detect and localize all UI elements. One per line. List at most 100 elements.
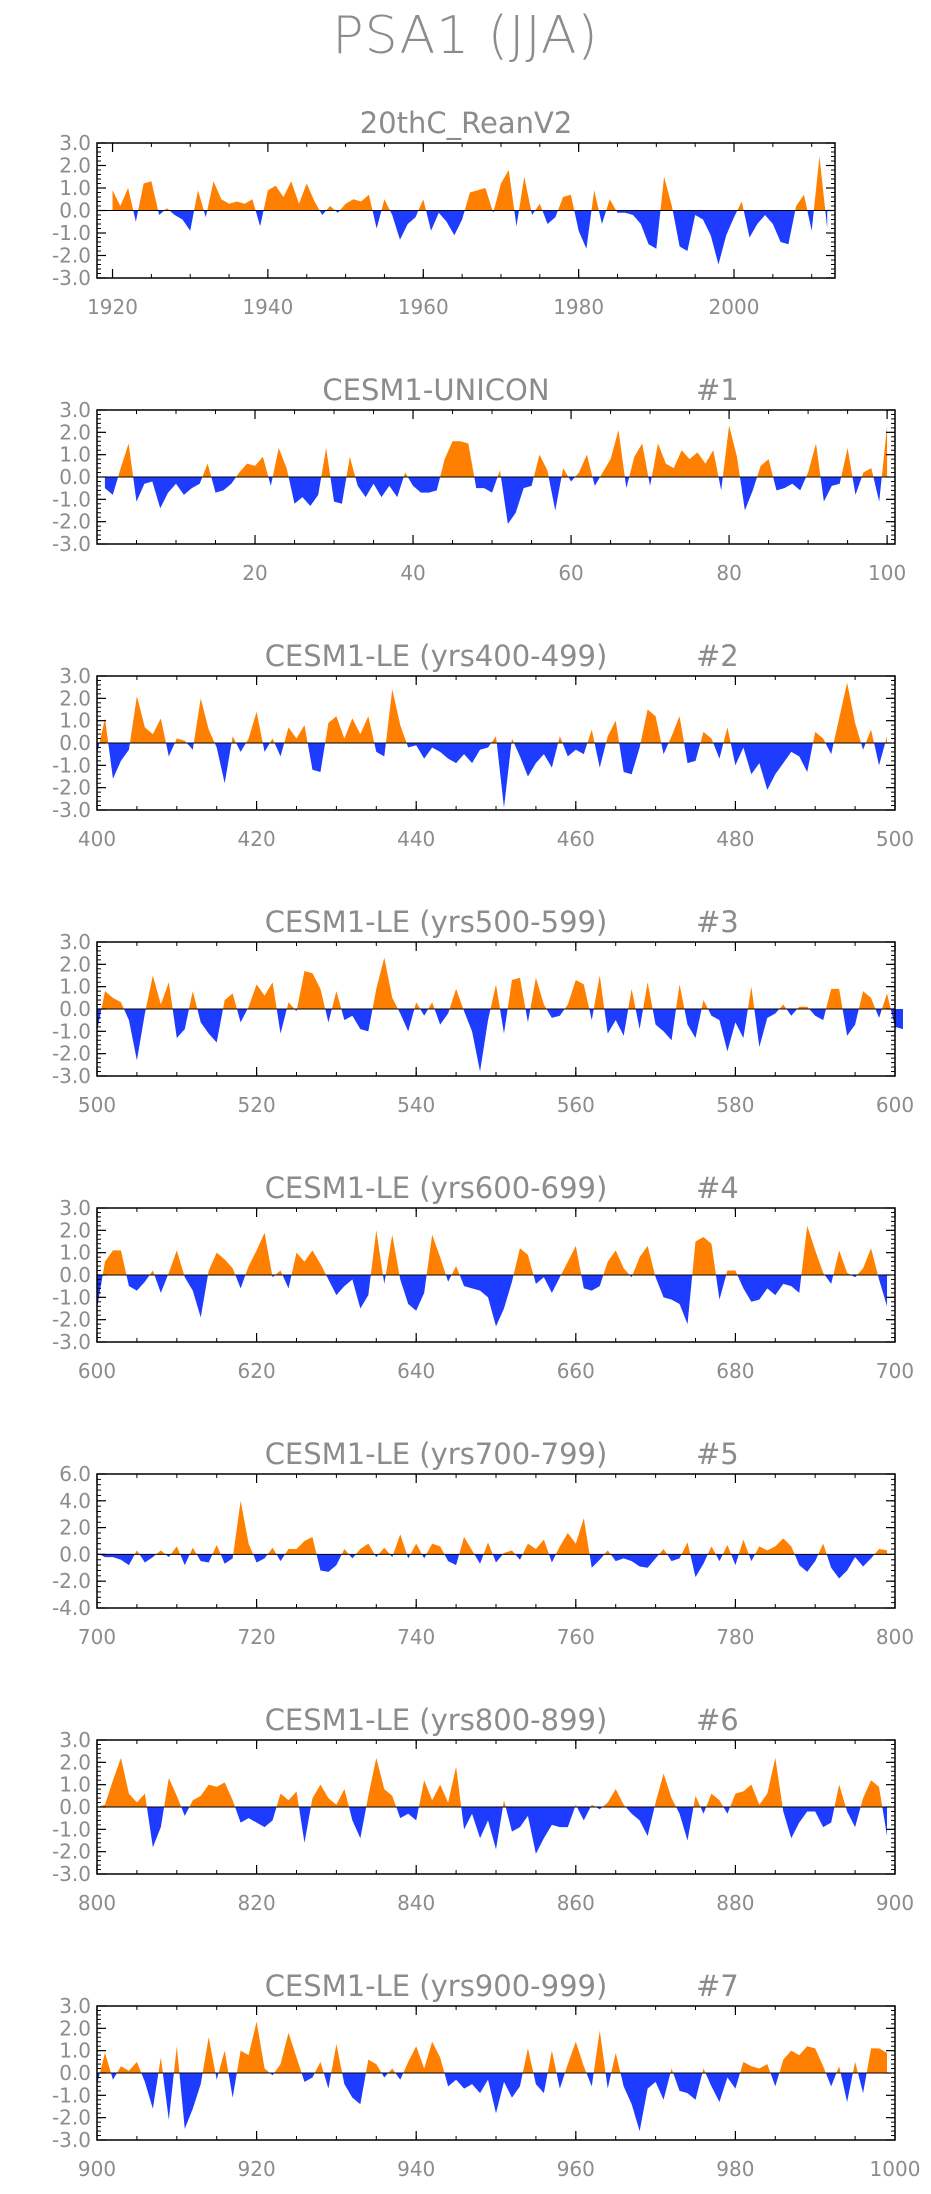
x-tick-label: 860 [557,1891,595,1915]
panel-title: CESM1-LE (yrs700-799) [265,1437,608,1471]
positive-anomaly-area [593,975,605,1009]
negative-anomaly-area [325,1009,332,1023]
negative-anomaly-area [500,477,534,524]
negative-anomaly-area [274,743,285,757]
positive-anomaly-area [668,716,685,743]
negative-anomaly-area [635,1009,644,1030]
negative-anomaly-area [406,1554,411,1559]
positive-anomaly-area [632,1245,656,1275]
y-tick-label: 1.0 [59,2039,91,2063]
panel-5: CESM1-LE (yrs600-699) #43.02.01.00.0-1.0-… [52,1171,914,1383]
positive-anomaly-area [325,716,375,743]
negative-anomaly-area [533,1275,561,1293]
negative-anomaly-area [396,1807,419,1821]
panel-run-tag: #1 [696,373,739,407]
positive-anomaly-area [730,1757,783,1807]
positive-anomaly-area [604,1550,611,1555]
negative-anomaly-area [395,2073,404,2080]
negative-anomaly-area [825,210,828,229]
x-tick-label: 80 [716,561,741,585]
figure-title: PSA1 (JJA) [332,6,599,66]
y-tick-label: 4.0 [59,1489,91,1513]
negative-anomaly-area [276,1554,285,1562]
negative-anomaly-area [146,1807,165,1848]
y-tick-label: 1.0 [59,1773,91,1797]
positive-anomaly-area [737,201,744,211]
panel-run-tag: #7 [696,1969,739,2003]
positive-anomaly-area [385,689,407,743]
y-tick-label: 1.0 [59,709,91,733]
positive-anomaly-area [575,1804,577,1807]
negative-anomaly-area [773,477,807,491]
positive-anomaly-area [726,1270,738,1275]
negative-anomaly-area [133,477,203,509]
y-tick-label: 3.0 [59,1728,91,1752]
positive-anomaly-area [836,2066,841,2073]
x-tick-label: 820 [238,1891,276,1915]
y-tick-label: 2.0 [59,154,91,178]
negative-anomaly-area [126,1275,150,1291]
positive-anomaly-area [483,1542,493,1555]
positive-anomaly-area [321,447,331,477]
positive-anomaly-area [145,975,173,1009]
positive-anomaly-area [134,1550,140,1555]
negative-anomaly-area [104,477,119,495]
negative-anomaly-area [715,1275,727,1300]
negative-anomaly-area [556,2073,565,2089]
negative-anomaly-area [782,1807,835,1839]
positive-anomaly-area [651,443,719,477]
negative-anomaly-area [825,743,834,755]
positive-anomaly-area [267,1547,277,1555]
plot-frame [96,1473,896,1609]
y-tick-label: 0.0 [59,2061,91,2085]
positive-anomaly-area [826,988,843,1009]
negative-anomaly-area [397,1009,415,1032]
x-tick-label: 560 [557,1093,595,1117]
y-tick-label: -3.0 [52,266,91,290]
x-tick-label: 900 [876,1891,914,1915]
panel-run-tag: #6 [696,1703,739,1737]
positive-anomaly-area [757,459,774,477]
positive-anomaly-area [858,991,876,1009]
positive-anomaly-area [269,738,275,743]
positive-anomaly-area [156,1550,166,1555]
positive-anomaly-area [207,1252,236,1275]
positive-anomaly-area [272,447,289,477]
negative-anomaly-area [158,210,165,215]
positive-anomaly-area [174,738,187,743]
negative-anomaly-area [581,1275,604,1291]
negative-anomaly-area [355,477,404,498]
negative-anomaly-area [444,2073,523,2114]
positive-anomaly-area [493,170,515,211]
positive-anomaly-area [557,194,575,211]
positive-anomaly-area [236,456,269,477]
positive-anomaly-area [834,1784,846,1807]
positive-anomaly-area [701,1000,709,1009]
positive-anomaly-area [245,1232,273,1275]
positive-anomaly-area [164,1777,182,1807]
x-tick-label: 2000 [709,295,760,319]
negative-anomaly-area [882,1807,888,1837]
positive-anomaly-area [410,1543,422,1555]
negative-anomaly-area [461,1807,503,1850]
positive-anomaly-area [459,1536,475,1555]
negative-anomaly-area [874,743,886,766]
negative-anomaly-area [196,1554,213,1563]
negative-anomaly-area [228,2073,237,2098]
positive-anomaly-area [245,711,263,743]
positive-anomaly-area [560,1245,582,1275]
negative-anomaly-area [97,1009,102,1032]
x-tick-label: 500 [876,827,914,851]
positive-anomaly-area [700,731,714,743]
positive-anomaly-area [355,1543,375,1555]
positive-anomaly-area [97,1757,147,1807]
positive-anomaly-area [606,199,617,211]
positive-anomaly-area [606,720,620,743]
x-tick-label: 400 [78,827,116,851]
negative-anomaly-area [594,743,607,768]
positive-anomaly-area [274,2032,302,2073]
y-tick-label: 3.0 [59,664,91,688]
negative-anomaly-area [492,210,494,213]
negative-anomaly-area [605,2073,612,2089]
